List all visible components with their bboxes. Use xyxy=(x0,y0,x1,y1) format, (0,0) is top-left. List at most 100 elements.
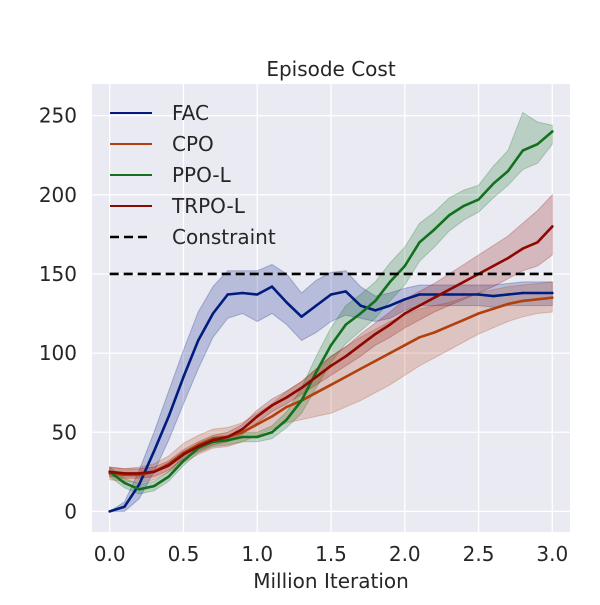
legend-label: Constraint xyxy=(172,225,276,249)
point-ppo-l xyxy=(138,488,141,491)
point-cpo xyxy=(418,336,421,339)
point-fac xyxy=(300,315,303,318)
point-ppo-l xyxy=(123,481,126,485)
point-ppo-l xyxy=(256,435,259,439)
point-fac xyxy=(138,483,141,486)
point-fac xyxy=(506,293,510,296)
y-tick-label: 50 xyxy=(52,420,77,444)
point-fac xyxy=(256,293,259,296)
point-trpo-l xyxy=(492,264,495,268)
point-trpo-l xyxy=(152,470,156,473)
x-tick-label: 0.0 xyxy=(94,542,126,566)
point-cpo xyxy=(551,296,554,299)
y-tick-label: 150 xyxy=(39,262,77,286)
point-cpo xyxy=(447,325,451,328)
point-trpo-l xyxy=(462,280,465,284)
legend-item-trpo-l: TRPO-L xyxy=(110,194,246,218)
point-ppo-l xyxy=(462,204,465,208)
point-trpo-l xyxy=(211,439,215,442)
point-trpo-l xyxy=(285,396,288,399)
legend-item-fac: FAC xyxy=(110,101,209,125)
point-ppo-l xyxy=(374,299,377,303)
point-cpo xyxy=(521,299,524,303)
point-ppo-l xyxy=(285,418,288,421)
point-ppo-l xyxy=(433,228,436,231)
point-cpo xyxy=(315,391,318,394)
point-ppo-l xyxy=(182,459,185,462)
point-cpo xyxy=(344,375,347,379)
point-trpo-l xyxy=(447,288,451,291)
point-cpo xyxy=(388,351,392,355)
point-trpo-l xyxy=(300,386,303,390)
point-trpo-l xyxy=(344,355,347,358)
point-ppo-l xyxy=(521,149,524,152)
x-tick-label: 2.5 xyxy=(463,542,495,566)
y-tick-label: 250 xyxy=(39,104,77,128)
point-trpo-l xyxy=(374,332,377,336)
point-fac xyxy=(241,291,244,295)
point-fac xyxy=(462,293,465,296)
point-trpo-l xyxy=(167,464,170,467)
point-ppo-l xyxy=(477,198,480,201)
point-fac xyxy=(536,291,539,295)
x-tick-label: 2.0 xyxy=(389,542,421,566)
point-trpo-l xyxy=(359,344,362,347)
point-trpo-l xyxy=(123,472,126,475)
point-fac xyxy=(521,291,524,295)
point-trpo-l xyxy=(108,470,111,473)
point-trpo-l xyxy=(506,256,510,260)
point-cpo xyxy=(374,359,377,363)
point-trpo-l xyxy=(536,241,539,244)
point-ppo-l xyxy=(418,241,421,244)
x-tick-label: 0.5 xyxy=(168,542,200,566)
point-trpo-l xyxy=(182,453,185,456)
point-fac xyxy=(152,450,156,453)
point-fac xyxy=(388,304,392,307)
point-fac xyxy=(403,298,406,301)
point-ppo-l xyxy=(359,312,362,315)
legend-label: TRPO-L xyxy=(171,194,246,218)
point-cpo xyxy=(477,312,480,315)
point-cpo xyxy=(536,298,539,301)
point-cpo xyxy=(492,307,495,310)
point-fac xyxy=(226,293,229,296)
point-cpo xyxy=(270,415,274,418)
point-fac xyxy=(447,293,451,296)
chart-title: Episode Cost xyxy=(266,57,396,81)
point-cpo xyxy=(506,302,510,306)
legend-label: FAC xyxy=(172,101,209,125)
point-trpo-l xyxy=(241,427,244,431)
point-ppo-l xyxy=(447,214,451,217)
point-trpo-l xyxy=(270,404,274,407)
point-trpo-l xyxy=(197,445,200,448)
x-axis-title: Million Iteration xyxy=(253,569,409,593)
legend-item-cpo: CPO xyxy=(110,132,214,156)
point-trpo-l xyxy=(403,312,406,315)
point-ppo-l xyxy=(226,439,229,442)
point-fac xyxy=(182,375,185,379)
band-ppo-l xyxy=(109,111,553,495)
legend-label: CPO xyxy=(172,132,214,156)
point-fac xyxy=(492,294,495,298)
point-fac xyxy=(344,290,347,293)
point-fac xyxy=(551,291,554,295)
point-fac xyxy=(123,505,126,508)
point-ppo-l xyxy=(551,130,554,133)
legend: FAC CPO PPO-L TRPO-L Constraint xyxy=(110,101,276,249)
point-ppo-l xyxy=(344,323,347,326)
point-trpo-l xyxy=(551,225,554,228)
point-ppo-l xyxy=(492,182,495,185)
point-cpo xyxy=(433,331,436,334)
point-fac xyxy=(108,510,111,513)
point-fac xyxy=(477,293,480,296)
point-ppo-l xyxy=(241,435,244,439)
point-ppo-l xyxy=(315,370,318,374)
point-ppo-l xyxy=(388,280,392,284)
point-fac xyxy=(329,293,333,296)
point-ppo-l xyxy=(329,344,333,347)
point-fac xyxy=(359,304,362,307)
legend-item-ppo-l: PPO-L xyxy=(110,163,232,187)
point-trpo-l xyxy=(329,364,333,367)
point-fac xyxy=(418,293,421,296)
